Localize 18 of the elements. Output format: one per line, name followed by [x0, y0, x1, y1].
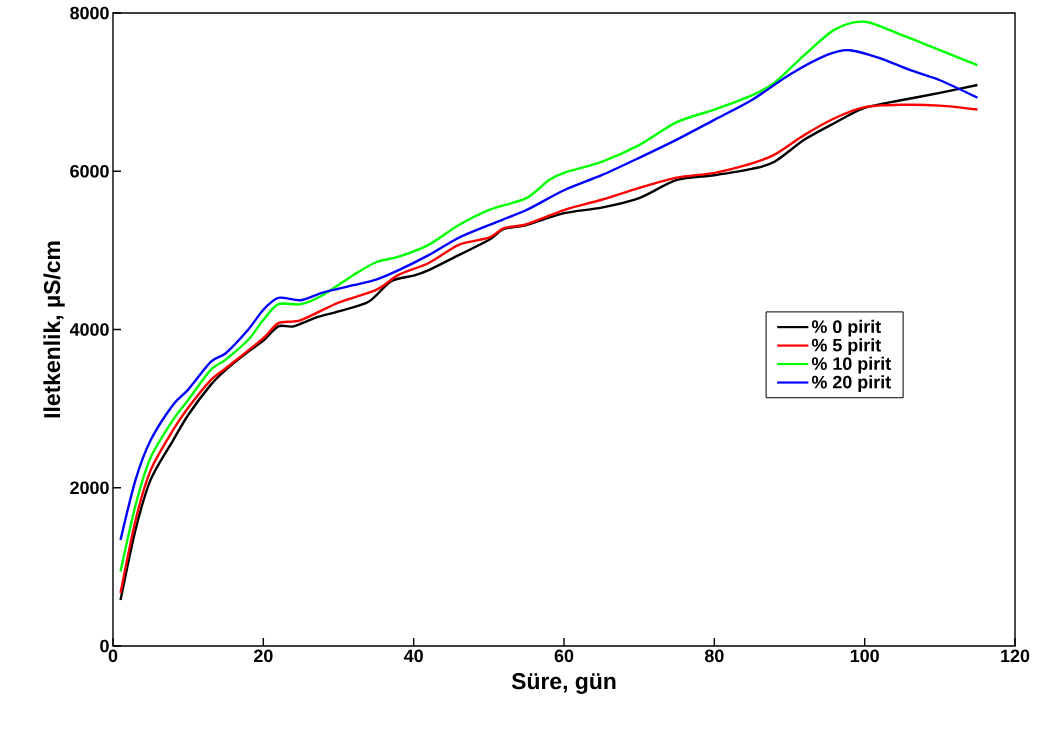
y-tick-label: 6000 [70, 164, 109, 178]
x-axis-title: Süre, gün [511, 673, 616, 694]
y-axis-title: Iletkenlik, µS/cm [43, 241, 65, 418]
legend-label: % 10 pirit [811, 356, 891, 374]
x-tick-label: 40 [403, 649, 423, 663]
x-tick-label: 80 [704, 649, 724, 663]
x-tick-label: 60 [554, 649, 574, 663]
y-tick-label: 0 [100, 639, 109, 653]
x-tick-label: 100 [850, 649, 879, 663]
legend-label: % 20 pirit [811, 375, 891, 392]
y-tick-label: 2000 [70, 481, 109, 495]
x-tick-label: 120 [1001, 649, 1030, 663]
legend-label: % 5 pirit [811, 338, 881, 356]
x-tick-label: 20 [253, 649, 273, 663]
y-tick-label: 4000 [69, 323, 109, 336]
y-tick-label: 8000 [70, 6, 109, 20]
legend-label: % 0 pirit [811, 319, 881, 337]
x-tick-label: 0 [108, 649, 118, 663]
